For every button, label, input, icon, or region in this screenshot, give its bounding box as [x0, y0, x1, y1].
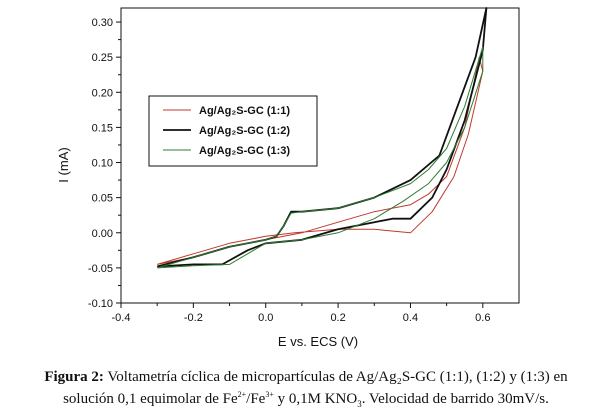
x-tick-label: 0.6 — [475, 312, 490, 324]
y-tick-label: 0.00 — [92, 228, 113, 240]
cyclic-voltammogram-chart: -0.4 -0.2 0.0 0.2 0.4 0.6 -0.10 -0.05 0.00 0.05 0… — [56, 7, 520, 349]
legend-label-1: Ag/Ag₂S-GC (1:1) — [199, 105, 290, 117]
y-tick-label: 0.25 — [92, 52, 113, 64]
caption-line-2-d: . Velocidad de barrido 30mV/s. — [361, 391, 549, 407]
legend: Ag/Ag₂S-GC (1:1) Ag/Ag₂S-GC (1:2) Ag/Ag₂S-… — [148, 95, 318, 167]
y-axis-label: I (mA) — [56, 147, 71, 182]
plot-border — [120, 7, 520, 304]
data-series-group — [156, 7, 488, 269]
y-tick-label: 0.20 — [92, 87, 113, 99]
caption-label: Figura 2: — [44, 369, 104, 385]
caption-line-2-a: solución 0,1 equimolar de Fe — [63, 391, 238, 407]
caption-line-2-b: /Fe — [246, 391, 266, 407]
y-tick-label: 0.10 — [92, 158, 113, 170]
caption-line-2-c: y 0,1M KNO — [273, 391, 358, 407]
figure-caption: Figura 2: Voltametría cíclica de micropa… — [8, 368, 604, 413]
legend-label-3: Ag/Ag₂S-GC (1:3) — [199, 145, 290, 157]
legend-box — [148, 95, 318, 167]
caption-line-1-text: Voltametría cíclica de micropartículas d… — [103, 369, 568, 385]
caption-sup-2: 3+ — [265, 390, 274, 399]
x-tick-label: 0.2 — [330, 312, 345, 324]
x-axis-ticks: -0.4 -0.2 0.0 0.2 0.4 0.6 — [112, 303, 490, 324]
y-tick-label: -0.10 — [88, 298, 113, 310]
y-tick-label: 0.15 — [92, 122, 113, 134]
legend-label-2: Ag/Ag₂S-GC (1:2) — [199, 125, 290, 137]
y-tick-label: 0.30 — [92, 17, 113, 29]
x-tick-label: 0.0 — [258, 312, 273, 324]
series-line-3 — [157, 46, 484, 269]
y-tick-label: 0.05 — [92, 193, 113, 205]
caption-sup-1: 2+ — [237, 390, 247, 399]
x-tick-label: -0.4 — [112, 312, 131, 324]
x-axis-label: E vs. ECS (V) — [278, 334, 358, 349]
y-tick-label: -0.05 — [88, 263, 113, 275]
x-tick-label: -0.2 — [184, 312, 203, 324]
y-axis-ticks: -0.10 -0.05 0.00 0.05 0.10 0.15 0.20 0.25 0.30 — [88, 17, 121, 310]
caption-line-2: solución 0,1 equimolar de Fe2+/Fe3+ y 0,… — [8, 386, 604, 413]
plot-frame — [120, 7, 520, 304]
caption-sub-1: 3 — [357, 399, 362, 409]
caption-line-1: Figura 2: Voltametría cíclica de micropa… — [8, 368, 604, 386]
x-tick-label: 0.4 — [403, 312, 418, 324]
